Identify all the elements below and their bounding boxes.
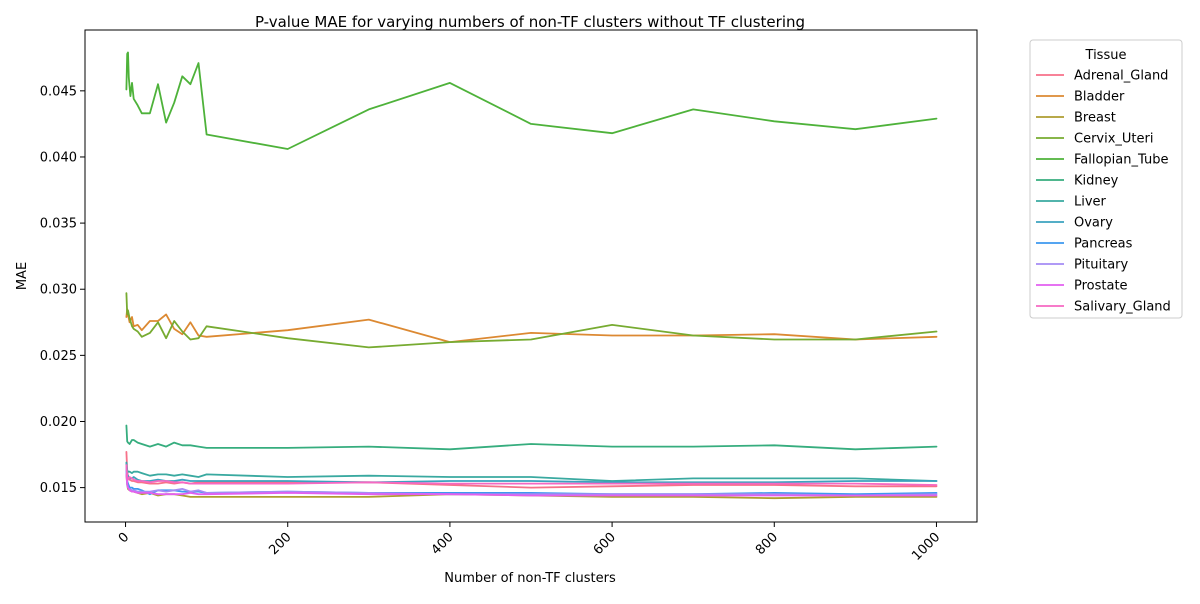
legend-label: Ovary xyxy=(1074,216,1113,231)
y-tick-label: 0.045 xyxy=(40,84,77,99)
legend-label: Pancreas xyxy=(1074,237,1133,252)
series-line-salivary-gland xyxy=(125,464,938,486)
x-axis-label: Number of non-TF clusters xyxy=(444,571,616,586)
y-tick-label: 0.030 xyxy=(40,283,77,298)
legend: Tissue Adrenal_Gland Bladder Breast Cervix_… xyxy=(1029,39,1183,319)
series-line-kidney xyxy=(125,424,938,451)
legend-label: Prostate xyxy=(1074,279,1128,294)
y-tick-label: 0.035 xyxy=(40,217,77,232)
legend-box xyxy=(1029,39,1183,319)
y-tick-label: 0.020 xyxy=(40,415,77,430)
legend-label: Fallopian_Tube xyxy=(1074,153,1168,168)
series-line-bladder xyxy=(125,308,938,344)
series-line-pituitary xyxy=(125,466,938,497)
y-tick-label: 0.025 xyxy=(40,349,77,364)
y-tick-label: 0.015 xyxy=(40,481,77,496)
series-line-liver xyxy=(125,461,938,482)
legend-label: Liver xyxy=(1074,195,1107,210)
series-line-prostate xyxy=(125,473,938,497)
y-tick-label: 0.040 xyxy=(40,150,77,165)
y-axis-label: MAE xyxy=(15,262,30,290)
legend-label: Breast xyxy=(1074,111,1116,126)
series-line-fallopian-tube xyxy=(125,51,938,150)
legend-label: Adrenal_Gland xyxy=(1074,69,1168,84)
chart-title: P-value MAE for varying numbers of non-T… xyxy=(255,13,805,31)
plot-frame xyxy=(84,29,978,523)
y-axis-ticks: 0.015 0.020 0.025 0.030 0.035 0.040 0.045 xyxy=(40,84,85,496)
legend-title: Tissue xyxy=(1085,48,1127,63)
plot-lines xyxy=(125,51,938,500)
legend-label: Kidney xyxy=(1074,174,1119,189)
legend-label: Bladder xyxy=(1074,90,1125,105)
series-line-cervix-uteri xyxy=(125,292,938,349)
legend-label: Pituitary xyxy=(1074,258,1129,273)
legend-label: Salivary_Gland xyxy=(1074,300,1171,315)
legend-label: Cervix_Uteri xyxy=(1074,132,1154,147)
legend-items: Adrenal_Gland Bladder Breast Cervix_Uteri Fa… xyxy=(1036,69,1171,315)
